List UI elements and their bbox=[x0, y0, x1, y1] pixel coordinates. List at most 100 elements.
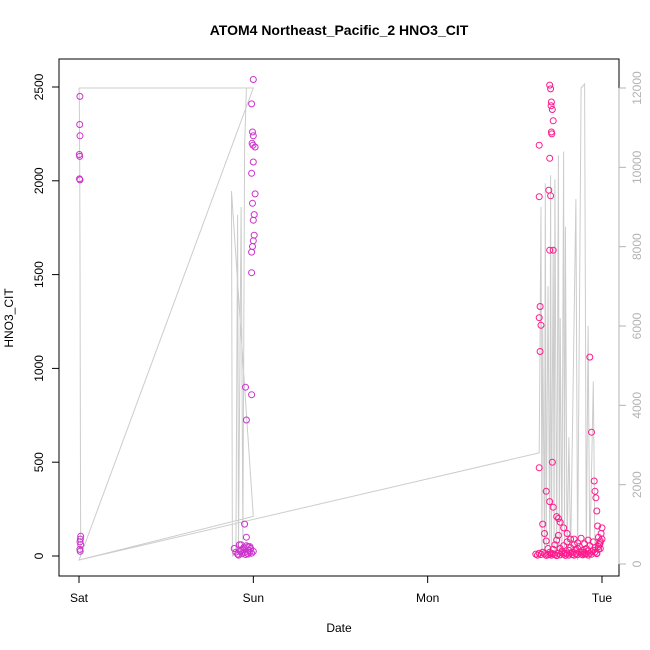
data-point bbox=[588, 428, 595, 436]
data-point bbox=[76, 121, 84, 128]
data-point bbox=[249, 158, 257, 166]
data-point bbox=[547, 85, 555, 93]
data-point bbox=[570, 551, 578, 559]
data-point bbox=[76, 152, 84, 160]
data-point bbox=[535, 193, 543, 201]
data-point bbox=[549, 503, 557, 511]
data-point bbox=[250, 231, 258, 239]
data-point bbox=[235, 551, 242, 559]
data-point bbox=[76, 538, 84, 546]
data-point bbox=[535, 464, 543, 472]
data-point bbox=[549, 117, 557, 125]
data-point bbox=[591, 487, 599, 495]
data-point bbox=[251, 143, 259, 151]
data-point bbox=[535, 549, 543, 557]
data-point bbox=[595, 543, 602, 551]
chart-title: ATOM4 Northeast_Pacific_2 HNO3_CIT bbox=[210, 22, 469, 38]
data-point bbox=[536, 303, 544, 310]
data-point bbox=[549, 246, 557, 254]
y2-tick-label: 12000 bbox=[630, 71, 644, 105]
y2-tick-label: 8000 bbox=[630, 233, 644, 260]
data-point bbox=[537, 321, 545, 329]
data-point bbox=[248, 248, 256, 256]
data-point bbox=[539, 520, 547, 528]
y-tick-label: 1500 bbox=[32, 261, 46, 288]
data-point bbox=[542, 487, 550, 495]
data-point bbox=[230, 545, 238, 552]
data-point bbox=[248, 100, 256, 108]
data-point bbox=[570, 535, 578, 543]
data-point bbox=[542, 537, 550, 545]
data-point bbox=[246, 543, 254, 551]
data-point bbox=[242, 383, 249, 391]
series-line bbox=[78, 82, 596, 561]
data-point bbox=[237, 541, 245, 549]
data-point bbox=[574, 539, 582, 547]
data-point bbox=[249, 128, 256, 136]
data-point bbox=[554, 515, 562, 522]
data-point bbox=[546, 498, 554, 506]
x-tick-label: Mon bbox=[416, 591, 439, 605]
data-point bbox=[589, 538, 597, 546]
data-point bbox=[596, 539, 604, 547]
y-tick-label: 500 bbox=[32, 452, 46, 472]
data-point bbox=[547, 551, 555, 559]
data-point bbox=[241, 548, 249, 556]
data-point bbox=[593, 507, 601, 515]
data-point bbox=[554, 549, 562, 557]
data-point bbox=[579, 546, 587, 554]
data-point bbox=[534, 551, 541, 559]
data-point bbox=[249, 216, 257, 224]
data-point bbox=[556, 518, 564, 526]
data-point bbox=[547, 98, 555, 106]
data-point bbox=[249, 199, 256, 207]
point-series bbox=[75, 76, 606, 560]
y-tick-label: 2000 bbox=[32, 167, 46, 194]
data-point bbox=[242, 416, 250, 424]
data-point bbox=[248, 269, 256, 277]
data-point bbox=[593, 550, 601, 558]
data-point bbox=[592, 494, 600, 502]
data-point bbox=[76, 176, 84, 184]
data-point bbox=[590, 477, 598, 485]
data-point bbox=[591, 548, 599, 556]
data-point bbox=[249, 547, 257, 555]
y-tick-label: 0 bbox=[32, 552, 46, 559]
y2-tick-label: 4000 bbox=[630, 392, 644, 419]
y2-tick-label: 2000 bbox=[630, 471, 644, 498]
y2-axis: 0 2000 4000 6000 8000 10000 12000 bbox=[618, 71, 644, 567]
data-point bbox=[535, 141, 543, 149]
data-point bbox=[548, 106, 556, 113]
data-point bbox=[242, 542, 250, 550]
data-point bbox=[535, 314, 543, 322]
data-point bbox=[577, 534, 585, 542]
data-point bbox=[553, 536, 561, 544]
data-point bbox=[563, 538, 571, 546]
data-point bbox=[548, 130, 556, 138]
data-point bbox=[248, 549, 256, 557]
data-point bbox=[581, 548, 589, 556]
data-point bbox=[251, 190, 259, 198]
data-point bbox=[563, 530, 571, 537]
data-point bbox=[560, 550, 568, 558]
data-point bbox=[242, 533, 250, 541]
x-tick-label: Sat bbox=[70, 591, 89, 605]
data-point bbox=[546, 81, 554, 89]
data-point bbox=[244, 550, 252, 558]
y-axis: 0 500 1000 1500 2000 2500 bbox=[32, 73, 60, 559]
data-point bbox=[541, 550, 548, 558]
y-tick-label: 2500 bbox=[32, 73, 46, 100]
data-point bbox=[241, 520, 249, 528]
data-point bbox=[547, 192, 555, 200]
line-series bbox=[78, 82, 596, 561]
data-point bbox=[249, 243, 256, 250]
data-point bbox=[250, 211, 258, 219]
data-point bbox=[546, 154, 554, 162]
data-point bbox=[551, 541, 559, 549]
data-point bbox=[541, 530, 548, 537]
x-tick-label: Tue bbox=[592, 591, 613, 605]
plot-frame bbox=[58, 58, 620, 577]
data-point bbox=[567, 549, 575, 557]
x-axis: Sat Sun Mon Tue bbox=[70, 575, 613, 605]
